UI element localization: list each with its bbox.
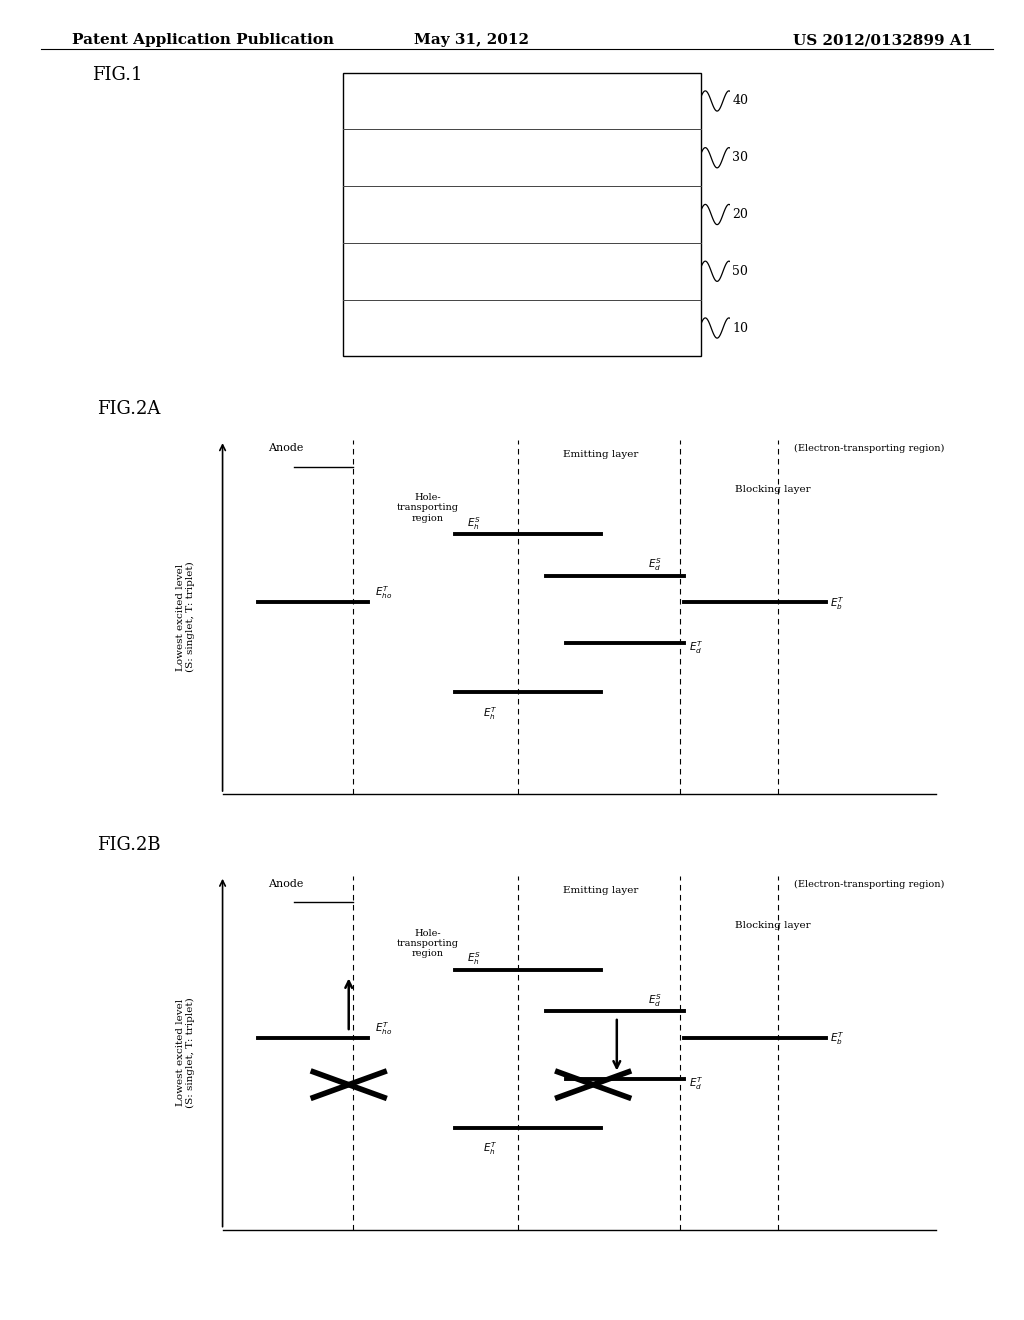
Text: 30: 30 — [732, 152, 749, 164]
Text: $E^T_b$: $E^T_b$ — [830, 1031, 845, 1047]
Text: Anode: Anode — [268, 879, 303, 890]
Text: Blocking layer: Blocking layer — [735, 921, 811, 931]
Text: FIG.1: FIG.1 — [92, 66, 142, 84]
Text: $E^S_h$: $E^S_h$ — [467, 515, 480, 532]
Text: 10: 10 — [732, 322, 749, 334]
Text: Anode: Anode — [268, 444, 303, 454]
Text: 40: 40 — [732, 95, 749, 107]
Text: Lowest excited level
(S: singlet, T: triplet): Lowest excited level (S: singlet, T: tri… — [176, 998, 196, 1107]
Text: Lowest excited level
(S: singlet, T: triplet): Lowest excited level (S: singlet, T: tri… — [176, 562, 196, 672]
Text: 50: 50 — [732, 265, 749, 277]
Text: Patent Application Publication: Patent Application Publication — [72, 33, 334, 48]
Text: Emitting layer: Emitting layer — [563, 450, 639, 459]
Text: $E^T_d$: $E^T_d$ — [688, 639, 702, 656]
Text: FIG.2A: FIG.2A — [97, 400, 161, 418]
Text: Hole-
transporting
region: Hole- transporting region — [396, 928, 459, 958]
Text: Emitting layer: Emitting layer — [563, 886, 639, 895]
Text: Hole-
transporting
region: Hole- transporting region — [396, 492, 459, 523]
Text: May 31, 2012: May 31, 2012 — [414, 33, 528, 48]
Text: $E^T_h$: $E^T_h$ — [482, 1140, 497, 1158]
Text: 20: 20 — [732, 209, 749, 220]
Text: $E^T_d$: $E^T_d$ — [688, 1074, 702, 1092]
Text: FIG.2B: FIG.2B — [97, 836, 161, 854]
Text: Blocking layer: Blocking layer — [735, 486, 811, 495]
Text: (Electron-transporting region): (Electron-transporting region) — [794, 880, 944, 890]
Text: $E^T_{ho}$: $E^T_{ho}$ — [375, 1020, 392, 1038]
Text: $E^T_b$: $E^T_b$ — [830, 595, 845, 611]
Text: US 2012/0132899 A1: US 2012/0132899 A1 — [794, 33, 973, 48]
Text: $E^T_h$: $E^T_h$ — [482, 705, 497, 722]
Text: $E^S_h$: $E^S_h$ — [467, 950, 480, 968]
Text: (Electron-transporting region): (Electron-transporting region) — [794, 445, 944, 454]
Text: $E^S_d$: $E^S_d$ — [648, 993, 663, 1008]
Text: $E^S_d$: $E^S_d$ — [648, 557, 663, 573]
Text: $E^T_{ho}$: $E^T_{ho}$ — [375, 585, 392, 602]
